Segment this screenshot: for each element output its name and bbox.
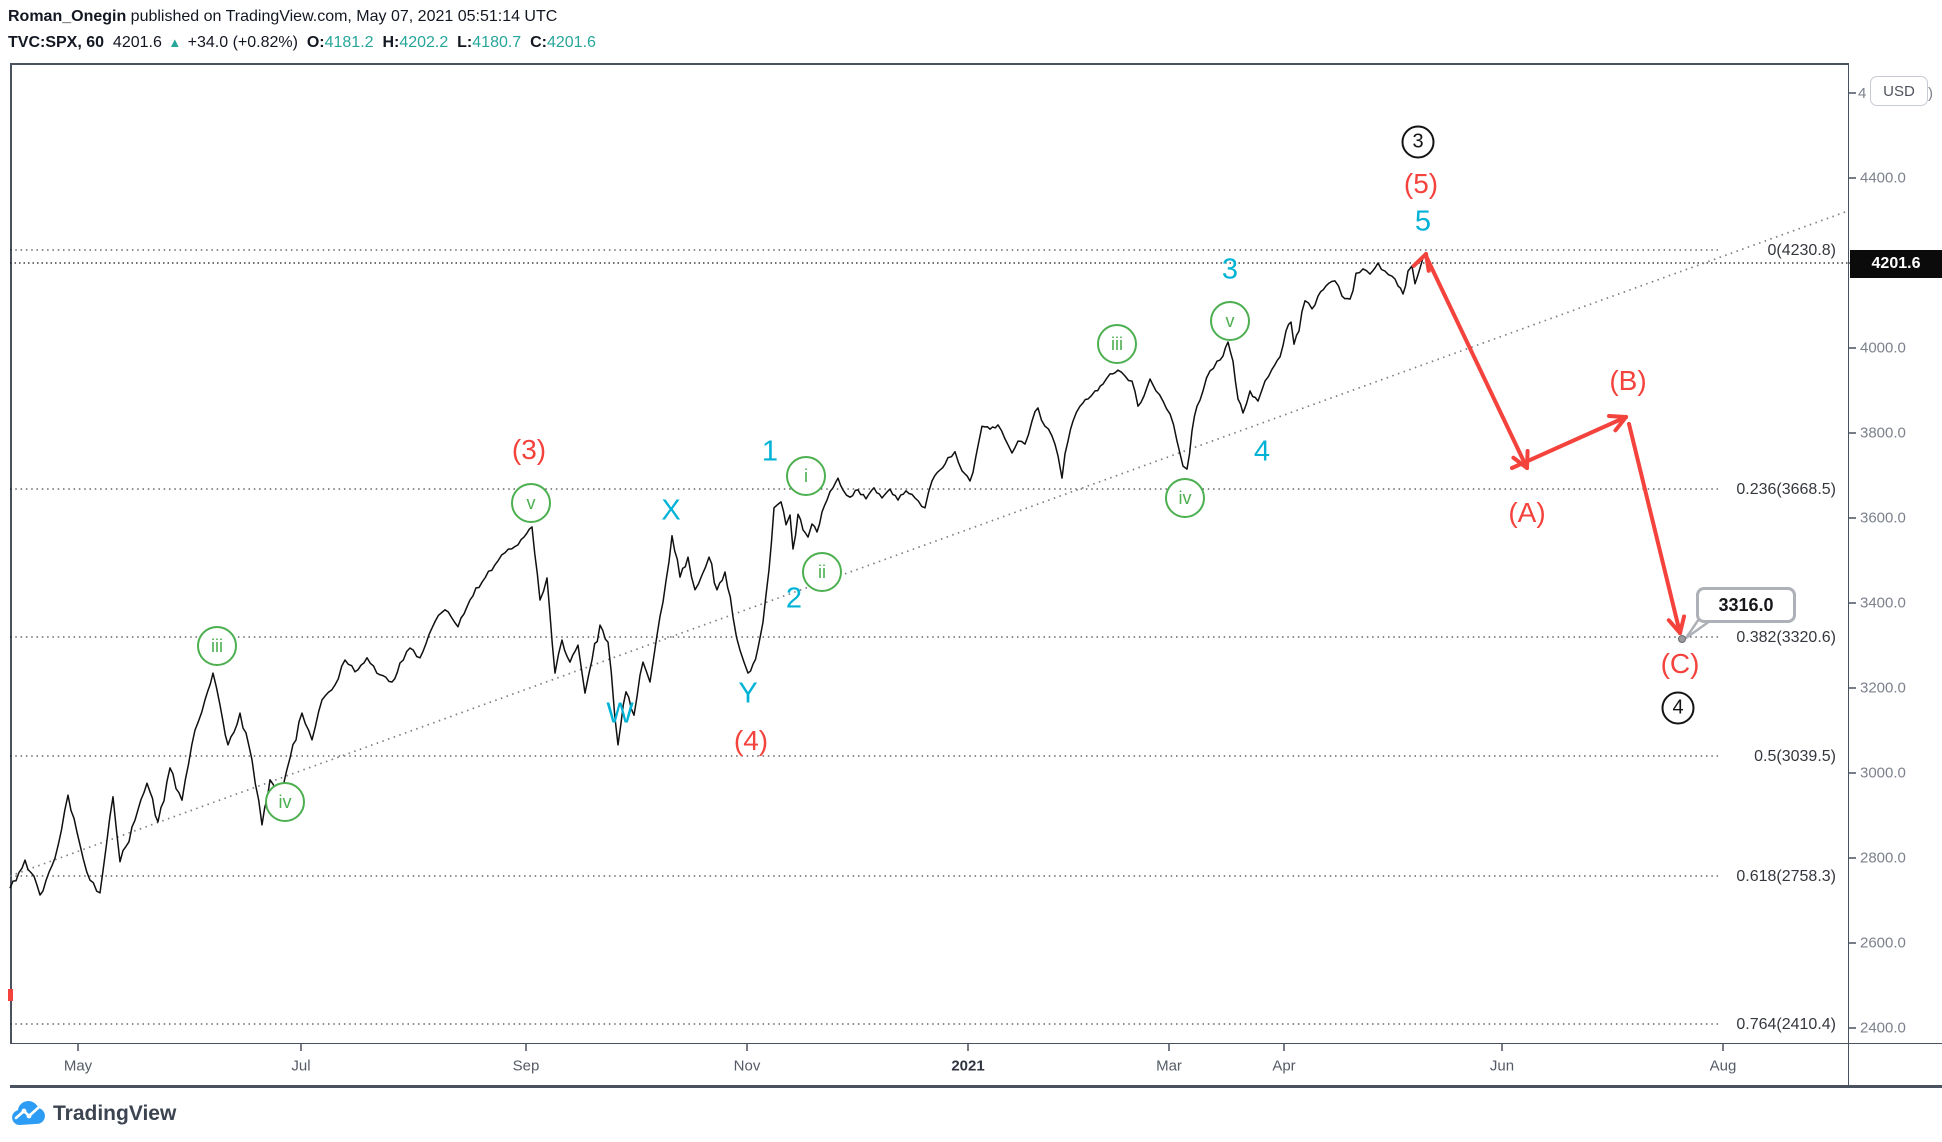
up-triangle-icon: ▲ <box>168 35 182 50</box>
last-price-axis-badge: 4201.6 <box>1850 250 1942 278</box>
chart-left-border <box>10 63 12 1043</box>
bottom-separator <box>10 1085 1942 1088</box>
tradingview-cloud-icon <box>12 1101 45 1125</box>
hidden-axis-label-left: 4 <box>1858 85 1867 102</box>
low-value: 4180.7 <box>472 34 522 51</box>
low-label: L: <box>457 34 473 51</box>
chart-header: Roman_Onegin published on TradingView.co… <box>8 4 596 56</box>
tradingview-watermark[interactable]: TradingView <box>10 1099 176 1129</box>
time-axis-line[interactable] <box>10 1043 1942 1044</box>
symbol-interval: TVC:SPX, 60 <box>8 34 105 51</box>
open-value: 4181.2 <box>324 34 374 51</box>
byline-text: published on TradingView.com, May 07, 20… <box>126 8 558 25</box>
symbol-ohlc-line: TVC:SPX, 60 4201.6 ▲ +34.0 (+0.82%) O:41… <box>8 30 596 56</box>
byline: Roman_Onegin published on TradingView.co… <box>8 4 596 30</box>
close-label: C: <box>530 34 547 51</box>
price-change: +34.0 (+0.82%) <box>187 34 298 51</box>
high-label: H: <box>382 34 400 51</box>
price-axis-line[interactable] <box>1848 63 1849 1086</box>
hidden-axis-label-right: ) <box>1928 85 1933 102</box>
last-price: 4201.6 <box>112 34 162 51</box>
high-value: 4202.2 <box>399 34 449 51</box>
chart-top-border <box>10 63 1848 65</box>
currency-toggle-badge[interactable]: USD <box>1870 76 1928 106</box>
watermark-text: TradingView <box>53 1102 177 1125</box>
author-name: Roman_Onegin <box>8 8 127 25</box>
price-target-tooltip: 3316.0 <box>1696 587 1796 623</box>
close-value: 4201.6 <box>546 34 596 51</box>
open-label: O: <box>306 34 325 51</box>
